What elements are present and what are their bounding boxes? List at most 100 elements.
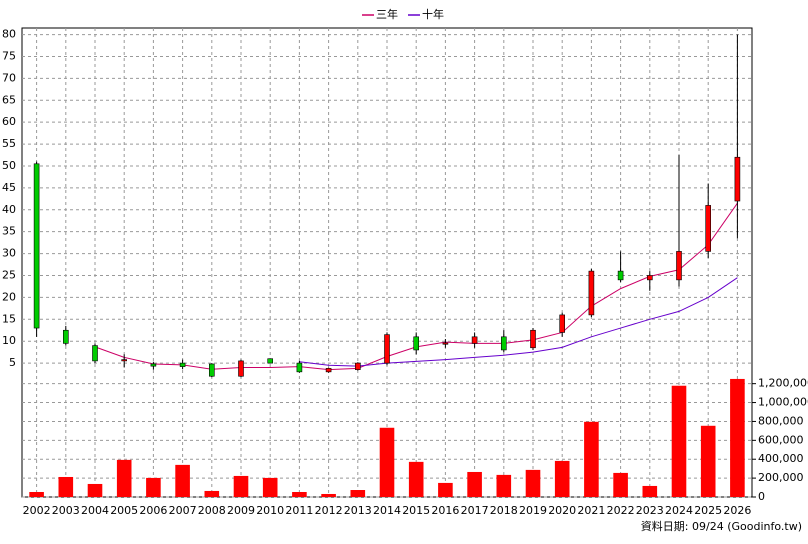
footnote: 資料日期: 09/24 (Goodinfo.tw)	[641, 519, 802, 533]
x-tick-label: 2009	[227, 504, 255, 517]
candle-body	[179, 362, 186, 367]
y-tick-label: 35	[2, 225, 16, 238]
candle-body	[325, 368, 332, 373]
volume-bar	[671, 385, 687, 497]
candle-body	[62, 329, 69, 344]
volume-bar	[554, 460, 570, 497]
x-tick-label: 2010	[256, 504, 284, 517]
x-tick-label: 2008	[198, 504, 226, 517]
x-tick-label: 2003	[52, 504, 80, 517]
candle-body	[296, 362, 303, 373]
volume-bar	[613, 472, 628, 497]
volume-bar	[321, 493, 336, 497]
x-tick-label: 2012	[315, 504, 343, 517]
candle-body	[646, 275, 653, 281]
candle-body	[238, 360, 244, 377]
y-tick-label: 20	[2, 290, 16, 303]
volume-bar	[408, 461, 424, 497]
y-tick-label: 55	[2, 137, 16, 150]
volume-bar	[350, 490, 366, 497]
x-tick-label: 2023	[636, 504, 664, 517]
y-tick-label: 70	[2, 71, 16, 84]
candle-body	[530, 329, 536, 349]
legend-label: 三年	[376, 7, 398, 21]
y-tick-label: 45	[2, 181, 16, 194]
volume-bar	[58, 476, 74, 497]
y2-tick-label: 1,000,000	[758, 396, 808, 409]
volume-bar	[116, 459, 132, 497]
y-tick-label: 40	[2, 203, 16, 216]
x-tick-label: 2024	[665, 504, 693, 517]
y-tick-label: 10	[2, 334, 16, 347]
x-tick-label: 2004	[81, 504, 109, 517]
volume-bar	[262, 477, 278, 497]
y-tick-label: 5	[9, 356, 16, 369]
volume-bar	[438, 482, 453, 497]
x-tick-label: 2022	[607, 504, 635, 517]
x-tick-label: 2013	[344, 504, 372, 517]
y2-tick-label: 200,000	[758, 471, 804, 484]
x-tick-label: 2015	[402, 504, 430, 517]
volume-bar	[496, 474, 512, 497]
volume-bar	[175, 464, 190, 497]
volume-bar	[87, 483, 103, 497]
candle-body	[92, 345, 98, 362]
candle-body	[705, 205, 712, 252]
x-tick-label: 2011	[285, 504, 313, 517]
x-tick-label: 2025	[694, 504, 722, 517]
y2-tick-label: 600,000	[758, 433, 804, 446]
volume-bar	[700, 425, 716, 497]
volume-bar	[379, 427, 395, 497]
candle-body	[33, 163, 40, 329]
volume-bar	[730, 378, 745, 497]
volume-bar	[29, 491, 44, 497]
candle-body	[676, 251, 682, 281]
x-tick-label: 2007	[169, 504, 197, 517]
volume-bar	[467, 471, 482, 497]
x-tick-label: 2005	[110, 504, 138, 517]
x-tick-label: 2018	[490, 504, 518, 517]
y2-tick-label: 400,000	[758, 452, 804, 465]
y2-tick-label: 800,000	[758, 414, 804, 427]
candle-body	[384, 334, 390, 364]
candle-body	[354, 362, 361, 370]
x-tick-label: 2019	[519, 504, 547, 517]
x-tick-label: 2002	[23, 504, 51, 517]
y2-tick-label: 0	[758, 490, 765, 503]
candle-body	[588, 270, 595, 316]
x-tick-label: 2016	[431, 504, 459, 517]
legend-label: 十年	[422, 7, 444, 21]
x-tick-label: 2014	[373, 504, 401, 517]
candle-body	[734, 156, 741, 202]
candle-body	[267, 358, 274, 364]
y-tick-label: 50	[2, 159, 16, 172]
volume-bar	[584, 421, 599, 497]
y-tick-label: 65	[2, 93, 16, 106]
candle-body	[559, 314, 566, 333]
x-tick-label: 2006	[139, 504, 167, 517]
candle-body	[413, 336, 420, 351]
candle-body	[500, 336, 507, 351]
y-tick-label: 15	[2, 312, 16, 325]
candle-body	[471, 336, 478, 344]
volume-bar	[525, 469, 541, 497]
volume-bar	[204, 490, 220, 497]
candle-body	[617, 270, 624, 281]
x-tick-label: 2017	[461, 504, 489, 517]
volume-bar	[233, 475, 249, 497]
x-tick-label: 2021	[577, 504, 605, 517]
ma-line	[299, 277, 738, 367]
candle-body	[442, 342, 449, 345]
y-tick-label: 30	[2, 247, 16, 260]
y-tick-label: 25	[2, 268, 16, 281]
y-tick-label: 80	[2, 28, 16, 41]
x-tick-label: 2026	[723, 504, 751, 517]
y2-tick-label: 1,200,000	[758, 377, 808, 390]
candle-body	[121, 359, 127, 362]
volume-bar	[292, 491, 307, 497]
y-tick-label: 75	[2, 49, 16, 62]
volume-bar	[642, 485, 658, 497]
candle-body	[209, 363, 215, 377]
volume-bar	[146, 477, 161, 497]
